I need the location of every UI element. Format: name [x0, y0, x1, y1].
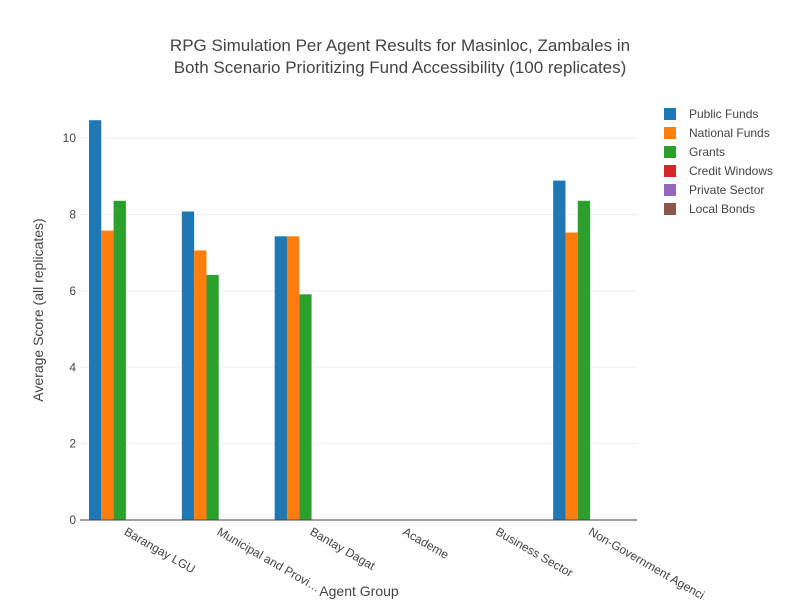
legend-item[interactable]: Private Sector [664, 183, 764, 197]
x-tick-label: Municipal and Provi… [215, 524, 323, 594]
y-tick-label: 6 [69, 284, 76, 298]
bar [274, 236, 287, 521]
y-gridlines [80, 137, 637, 445]
legend-item[interactable]: Grants [664, 145, 725, 159]
y-tick-label: 2 [69, 437, 76, 451]
legend-label: National Funds [689, 126, 770, 140]
bar [553, 180, 566, 520]
y-tick-label: 8 [69, 208, 76, 222]
x-tick-label: Business Sector [493, 524, 575, 579]
x-tick-label: Barangay LGU [122, 524, 198, 576]
bar [299, 294, 312, 520]
legend-label: Grants [689, 145, 725, 159]
legend-item[interactable]: Credit Windows [664, 164, 773, 178]
legend-item[interactable]: National Funds [664, 126, 770, 140]
y-tick-label: 4 [69, 360, 76, 374]
chart-title-line-2: Both Scenario Prioritizing Fund Accessib… [174, 58, 627, 77]
y-tick-label: 0 [69, 513, 76, 527]
x-tick-label: Academe [400, 524, 451, 562]
legend-label: Credit Windows [689, 164, 773, 178]
bar [194, 250, 207, 520]
x-tick-labels: Barangay LGU Municipal and Provi…Bantay D… [122, 524, 717, 600]
bar [181, 211, 195, 520]
x-axis-title: Agent Group [319, 583, 399, 599]
legend-swatch [664, 127, 676, 139]
legend[interactable]: Public Funds National Funds Grants Credit W… [664, 107, 773, 216]
legend-item[interactable]: Public Funds [664, 107, 758, 121]
legend-swatch [664, 184, 676, 196]
bar [565, 232, 578, 520]
bar [206, 274, 219, 520]
chart-title-line-1: RPG Simulation Per Agent Results for Mas… [170, 36, 630, 55]
bar [113, 200, 126, 521]
bar [286, 236, 300, 521]
x-tick-label: Non-Government Agenci… [586, 524, 717, 600]
bar [89, 120, 102, 521]
legend-swatch [664, 203, 676, 215]
legend-label: Public Funds [689, 107, 758, 121]
bar [101, 230, 114, 520]
y-tick-labels: 0 2 4 6 8 10 [63, 131, 77, 527]
legend-item[interactable]: Local Bonds [664, 202, 755, 216]
legend-swatch [664, 165, 676, 177]
y-axis-title: Average Score (all replicates) [30, 218, 46, 401]
legend-swatch [664, 146, 676, 158]
x-tick-label: Bantay Dagat [308, 524, 379, 573]
legend-label: Private Sector [689, 183, 764, 197]
bar [577, 200, 591, 521]
bars [89, 120, 591, 521]
legend-label: Local Bonds [689, 202, 755, 216]
legend-swatch [664, 108, 676, 120]
y-tick-label: 10 [63, 131, 77, 145]
